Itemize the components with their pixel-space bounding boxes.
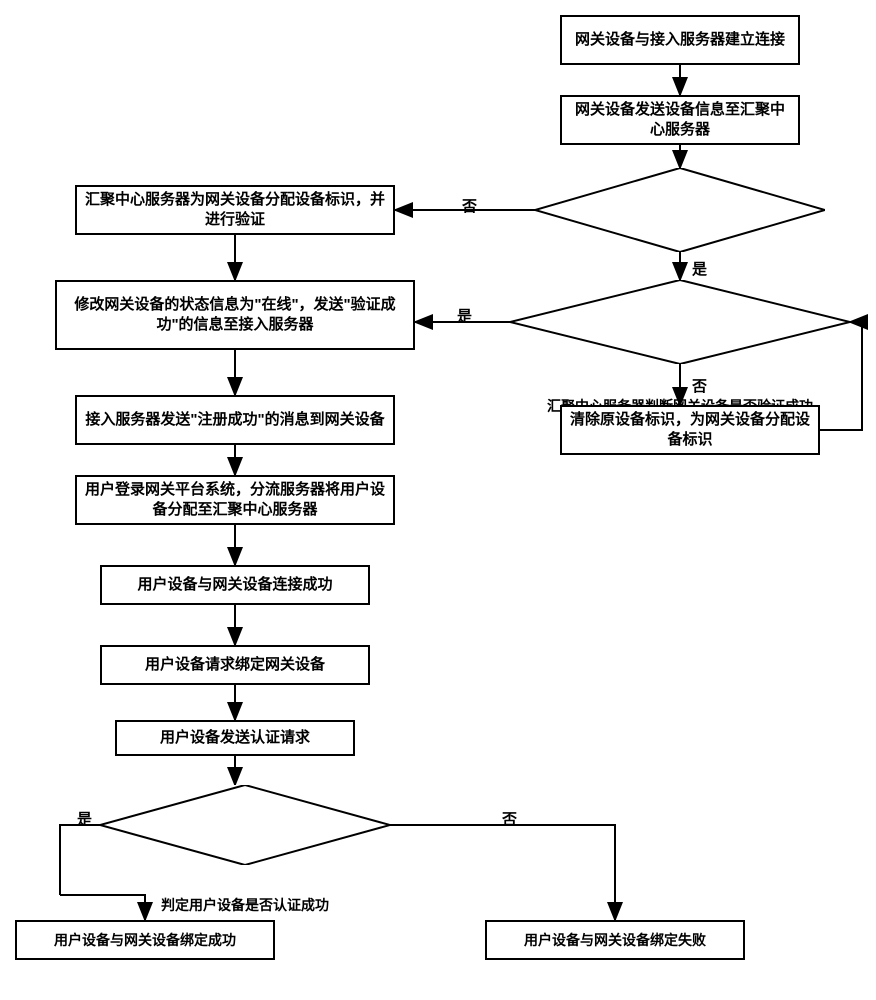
node-d2: 汇聚中心服务器判断网关设备是否验证成功 bbox=[510, 280, 850, 364]
node-n10: 用户设备发送认证请求 bbox=[115, 720, 355, 756]
edge-label-2: 否 bbox=[460, 195, 479, 216]
node-n1: 网关设备与接入服务器建立连接 bbox=[560, 15, 800, 65]
node-n11: 用户设备与网关设备绑定成功 bbox=[15, 920, 275, 960]
node-n7: 用户登录网关平台系统，分流服务器将用户设备分配至汇聚中心服务器 bbox=[75, 475, 395, 525]
node-n12: 用户设备与网关设备绑定失败 bbox=[485, 920, 745, 960]
node-n8: 用户设备与网关设备连接成功 bbox=[100, 565, 370, 605]
node-d3: 判定用户设备是否认证成功 bbox=[100, 785, 390, 865]
edge-14 bbox=[60, 825, 100, 895]
node-n4: 修改网关设备的状态信息为"在线"，发送"验证成功"的信息至接入服务器 bbox=[55, 280, 415, 350]
edge-label-14: 是 bbox=[75, 808, 94, 829]
edge-label-5: 是 bbox=[455, 305, 474, 326]
node-n9: 用户设备请求绑定网关设备 bbox=[100, 645, 370, 685]
node-n5: 清除原设备标识，为网关设备分配设备标识 bbox=[560, 405, 820, 455]
edge-label-16: 否 bbox=[500, 808, 519, 829]
node-n3: 汇聚中心服务器为网关设备分配设备标识，并进行验证 bbox=[75, 185, 395, 235]
edge-16 bbox=[390, 825, 615, 920]
node-d1: 判断是否存储有网关设备的设备标识 bbox=[535, 168, 825, 252]
node-n2: 网关设备发送设备信息至汇聚中心服务器 bbox=[560, 95, 800, 145]
flowchart-canvas: 否是是否是否网关设备与接入服务器建立连接网关设备发送设备信息至汇聚中心服务器判断… bbox=[0, 0, 876, 1000]
node-n6: 接入服务器发送"注册成功"的消息到网关设备 bbox=[75, 395, 395, 445]
